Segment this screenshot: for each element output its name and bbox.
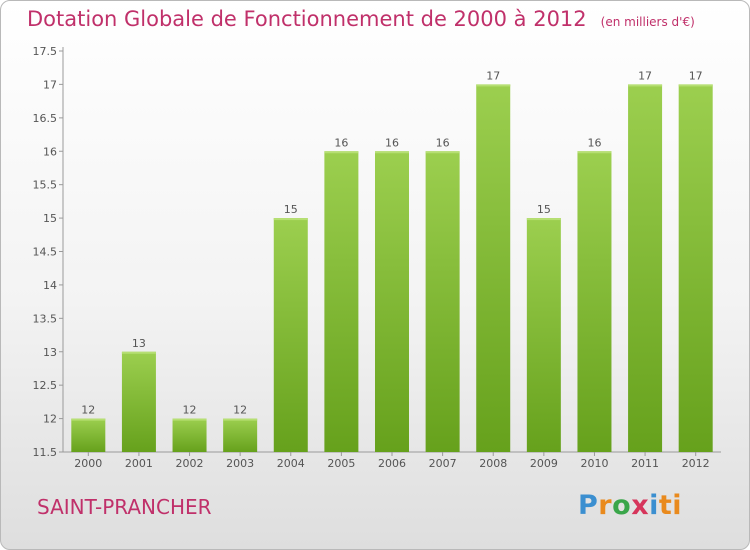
bar-2001 [121,351,156,452]
y-tick-label: 12 [43,413,57,426]
bar-2000 [71,418,106,452]
x-tick-label-2011: 2011 [631,457,659,470]
bar-2009 [526,218,561,452]
bar-highlight-2010 [577,151,612,154]
bar-2004 [273,218,308,452]
y-tick-label: 16.5 [33,112,58,125]
logo-letter-i: i [649,490,659,521]
x-tick-label-2004: 2004 [277,457,305,470]
bar-highlight-2004 [273,218,308,221]
proxiti-logo: Proxiti [578,490,682,521]
value-label-2003: 12 [233,404,247,417]
bar-2005 [324,151,359,452]
bar-highlight-2009 [526,218,561,221]
y-tick-label: 13 [43,346,57,359]
chart-title-text: Dotation Globale de Fonctionnement de 20… [27,7,587,31]
bar-highlight-2003 [223,418,258,421]
bar-2006 [375,151,409,452]
city-name: SAINT-PRANCHER [37,495,212,519]
x-tick-label-2002: 2002 [176,457,204,470]
value-label-2004: 15 [284,203,298,216]
bar-highlight-2000 [71,418,106,421]
logo-letter-x: x [631,490,650,521]
value-label-2001: 13 [132,337,146,350]
value-label-2011: 17 [638,69,652,82]
bar-2002 [172,418,207,452]
value-label-2012: 17 [689,69,703,82]
bar-highlight-2006 [375,151,409,154]
x-tick-label-2006: 2006 [378,457,406,470]
logo-letter-r: r [598,490,613,521]
bar-highlight-2002 [172,418,207,421]
x-tick-label-2008: 2008 [479,457,507,470]
y-tick-label: 14 [43,279,57,292]
bar-2007 [425,151,460,452]
x-tick-label-2007: 2007 [429,457,457,470]
value-label-2005: 16 [334,136,348,149]
logo-letters-ti: ti [658,490,683,521]
x-tick-label-2001: 2001 [125,457,153,470]
bar-2010 [577,151,612,452]
logo-letter-p: P [578,490,599,521]
chart-title: Dotation Globale de Fonctionnement de 20… [27,7,695,31]
bar-2011 [628,84,663,453]
value-label-2000: 12 [81,404,95,417]
value-label-2006: 16 [385,136,399,149]
bar-highlight-2007 [425,151,460,154]
value-label-2009: 15 [537,203,551,216]
y-tick-label: 15.5 [33,179,58,192]
x-tick-label-2010: 2010 [580,457,608,470]
y-tick-label: 11.5 [33,446,58,459]
value-label-2002: 12 [183,404,197,417]
bar-highlight-2011 [628,84,663,87]
y-tick-label: 14.5 [33,246,58,259]
y-tick-label: 13.5 [33,312,58,325]
bar-highlight-2005 [324,151,359,154]
x-tick-label-2009: 2009 [530,457,558,470]
bar-2008 [476,84,511,453]
y-tick-label: 15 [43,212,57,225]
bar-highlight-2001 [121,351,156,354]
bar-highlight-2012 [678,84,713,87]
bar-2012 [678,84,713,453]
x-tick-label-2012: 2012 [682,457,710,470]
value-label-2007: 16 [436,136,450,149]
x-tick-label-2000: 2000 [74,457,102,470]
x-tick-label-2005: 2005 [327,457,355,470]
value-label-2008: 17 [486,69,500,82]
unit-note: (en milliers d'€) [600,15,695,29]
value-label-2010: 16 [587,136,601,149]
x-tick-label-2003: 2003 [226,457,254,470]
y-tick-label: 17.5 [33,45,58,58]
y-tick-label: 17 [43,78,57,91]
bar-2003 [223,418,258,452]
logo-letter-o: o [612,490,632,521]
bar-highlight-2008 [476,84,511,87]
y-tick-label: 16 [43,145,57,158]
y-tick-label: 12.5 [33,379,58,392]
